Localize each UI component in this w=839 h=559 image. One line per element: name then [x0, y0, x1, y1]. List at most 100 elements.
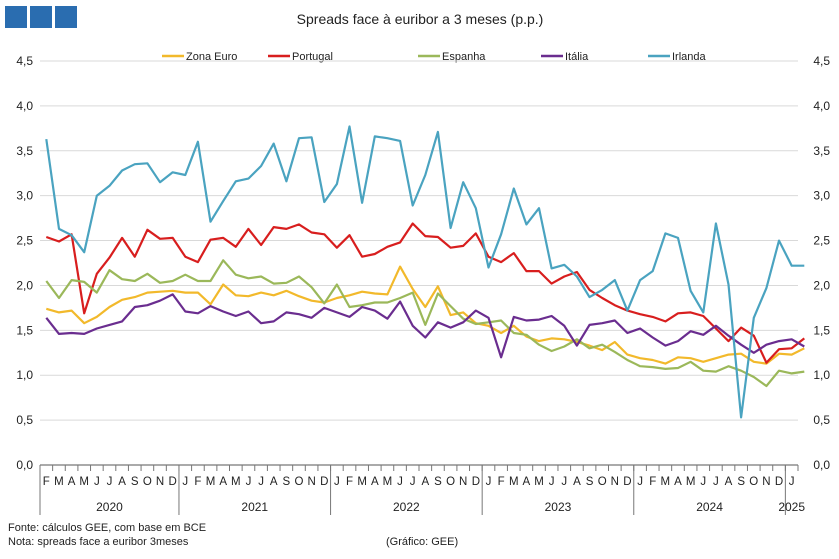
x-month-label: D: [623, 476, 631, 488]
y-tick-label-right: 3,0: [813, 189, 830, 203]
x-month-label: D: [775, 476, 783, 488]
x-month-label: J: [397, 476, 403, 488]
legend-label: Itália: [565, 51, 589, 63]
x-month-label: M: [686, 476, 696, 488]
x-month-label: O: [598, 476, 607, 488]
x-year-label: 2024: [696, 500, 723, 514]
x-month-label: J: [246, 476, 252, 488]
legend-label: Espanha: [442, 51, 486, 63]
y-tick-label-right: 4,0: [813, 99, 830, 113]
x-month-label: S: [737, 476, 745, 488]
x-month-label: A: [371, 476, 379, 488]
series-line-0: [46, 265, 805, 365]
x-month-label: D: [168, 476, 176, 488]
x-month-label: A: [573, 476, 581, 488]
x-month-label: D: [320, 476, 328, 488]
x-month-label: N: [762, 476, 770, 488]
x-month-label: M: [54, 476, 64, 488]
y-tick-label: 0,5: [16, 413, 33, 427]
x-month-label: A: [421, 476, 429, 488]
legend-item: Irlanda: [648, 51, 707, 63]
legend-item: Portugal: [268, 51, 333, 63]
y-tick-label-right: 2,0: [813, 278, 830, 292]
x-month-label: M: [661, 476, 671, 488]
x-month-label: N: [459, 476, 467, 488]
x-month-label: M: [231, 476, 241, 488]
series-line-3: [45, 293, 805, 359]
x-month-label: M: [79, 476, 89, 488]
legend: Zona Euro Portugal Espanha Itália Irlanda: [162, 51, 707, 63]
y-tick-label-right: 1,5: [813, 323, 830, 337]
x-month-label: S: [283, 476, 291, 488]
x-month-label: J: [713, 476, 719, 488]
x-month-label: O: [295, 476, 304, 488]
y-tick-label: 0,0: [16, 458, 33, 472]
y-tick-label: 3,0: [16, 189, 33, 203]
y-tick-label: 4,5: [16, 54, 33, 68]
logo-square-icon: [55, 6, 77, 28]
series-line-4: [45, 125, 805, 419]
y-tick-label: 2,0: [16, 278, 33, 292]
y-tick-label: 3,5: [16, 144, 33, 158]
x-month-label: J: [549, 476, 555, 488]
x-month-label: A: [219, 476, 227, 488]
logo-square-icon: [5, 6, 27, 28]
x-month-label: J: [637, 476, 643, 488]
x-month-label: A: [68, 476, 76, 488]
y-gridlines: [40, 60, 798, 421]
chart-credit: (Gráfico: GEE): [386, 536, 459, 548]
legend-item: Espanha: [418, 51, 486, 63]
legend-label: Irlanda: [672, 51, 707, 63]
x-month-label: J: [94, 476, 100, 488]
legend-item: Itália: [541, 51, 589, 63]
x-month-label: N: [307, 476, 315, 488]
x-year-label: 2022: [393, 500, 420, 514]
y-tick-label-right: 1,0: [813, 368, 830, 382]
series-lines: [45, 125, 805, 419]
x-month-label: A: [725, 476, 733, 488]
x-month-label: J: [700, 476, 706, 488]
x-month-label: F: [649, 476, 656, 488]
x-month-label: A: [118, 476, 126, 488]
y-axis-right: 0,0 0,5 1,0 1,5 2,0 2,5 3,0 3,5 4,0 4,5: [813, 54, 830, 472]
y-tick-label-right: 4,5: [813, 54, 830, 68]
x-month-label: O: [143, 476, 152, 488]
y-tick-label: 1,5: [16, 323, 33, 337]
y-tick-label-right: 0,5: [813, 413, 830, 427]
series-line-2: [45, 259, 805, 388]
x-month-label: F: [346, 476, 353, 488]
x-month-label: M: [534, 476, 544, 488]
x-month-label: J: [410, 476, 416, 488]
x-month-label: O: [446, 476, 455, 488]
source-note: Fonte: cálculos GEE, com base em BCE: [8, 522, 207, 534]
x-month-label: J: [107, 476, 113, 488]
y-tick-label: 1,0: [16, 368, 33, 382]
x-month-label: N: [156, 476, 164, 488]
x-month-label: J: [789, 476, 795, 488]
x-month-label: A: [270, 476, 278, 488]
x-month-label: O: [749, 476, 758, 488]
x-month-label: F: [194, 476, 201, 488]
x-month-label: J: [182, 476, 188, 488]
x-year-label: 2023: [545, 500, 572, 514]
y-tick-label-right: 3,5: [813, 144, 830, 158]
x-month-label: A: [523, 476, 531, 488]
x-month-label: A: [674, 476, 682, 488]
x-month-label: F: [498, 476, 505, 488]
x-month-label: J: [561, 476, 567, 488]
x-year-label: 2025: [778, 500, 805, 514]
legend-item: Zona Euro: [162, 51, 237, 63]
x-month-label: N: [611, 476, 619, 488]
x-month-label: S: [131, 476, 139, 488]
x-month-label: M: [357, 476, 367, 488]
y-axis-left: 0,0 0,5 1,0 1,5 2,0 2,5 3,0 3,5 4,0 4,5: [16, 54, 33, 472]
chart-title: Spreads face à euribor a 3 meses (p.p.): [297, 11, 544, 27]
y-tick-label-right: 0,0: [813, 458, 830, 472]
x-year-label: 2020: [96, 500, 123, 514]
y-tick-label: 2,5: [16, 234, 33, 248]
legend-label: Portugal: [292, 51, 333, 63]
x-month-label: M: [206, 476, 216, 488]
x-month-label: S: [586, 476, 594, 488]
